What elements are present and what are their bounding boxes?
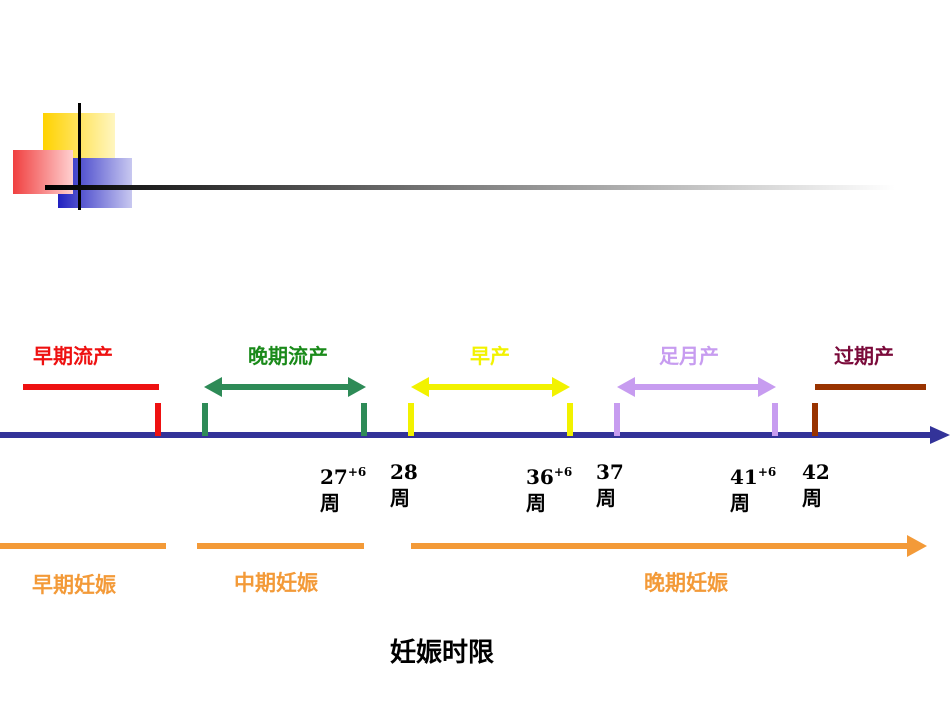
week-label-41: 41+6 周 <box>730 459 776 516</box>
week-unit: 周 <box>526 491 546 515</box>
week-label-28: 28 周 <box>390 459 418 511</box>
week-label-37: 37 周 <box>596 459 624 511</box>
week-label-42: 42 周 <box>802 459 830 511</box>
horizontal-divider <box>45 185 895 190</box>
category-early-abortion: 早期流产 <box>33 344 113 368</box>
week-superscript: +6 <box>347 465 367 479</box>
week-number: 36 <box>526 465 554 489</box>
week-unit: 周 <box>320 491 340 515</box>
timeline-axis-arrowhead <box>930 426 950 444</box>
week-number: 37 <box>596 460 624 484</box>
preterm-arrowhead-left <box>411 377 429 397</box>
category-postterm: 过期产 <box>834 344 894 368</box>
week-number: 27 <box>320 465 348 489</box>
week-unit: 周 <box>802 486 822 510</box>
category-late-abortion: 晚期流产 <box>248 344 328 368</box>
late-abortion-arrowhead-right <box>348 377 366 397</box>
stage-second-trimester: 中期妊娠 <box>234 571 318 595</box>
diagram-caption: 妊娠时限 <box>390 638 495 668</box>
stage-first-trimester: 早期妊娠 <box>32 573 116 597</box>
vertical-divider <box>78 103 81 210</box>
late-abortion-arrowhead-left <box>204 377 222 397</box>
week-label-27: 27+6 周 <box>320 459 366 516</box>
week-unit: 周 <box>390 486 410 510</box>
category-term: 足月产 <box>659 344 719 368</box>
week-label-36: 36+6 周 <box>526 459 572 516</box>
preterm-arrowhead-right <box>552 377 570 397</box>
term-arrowhead-right <box>758 377 776 397</box>
third-trimester-arrowhead <box>907 535 927 557</box>
week-number: 42 <box>802 460 830 484</box>
stage-third-trimester: 晚期妊娠 <box>644 571 728 595</box>
week-unit: 周 <box>730 491 750 515</box>
week-number: 41 <box>730 465 758 489</box>
week-number: 28 <box>390 460 418 484</box>
week-unit: 周 <box>596 486 616 510</box>
week-superscript: +6 <box>757 465 777 479</box>
category-preterm: 早产 <box>470 344 510 368</box>
term-arrowhead-left <box>617 377 635 397</box>
week-superscript: +6 <box>553 465 573 479</box>
